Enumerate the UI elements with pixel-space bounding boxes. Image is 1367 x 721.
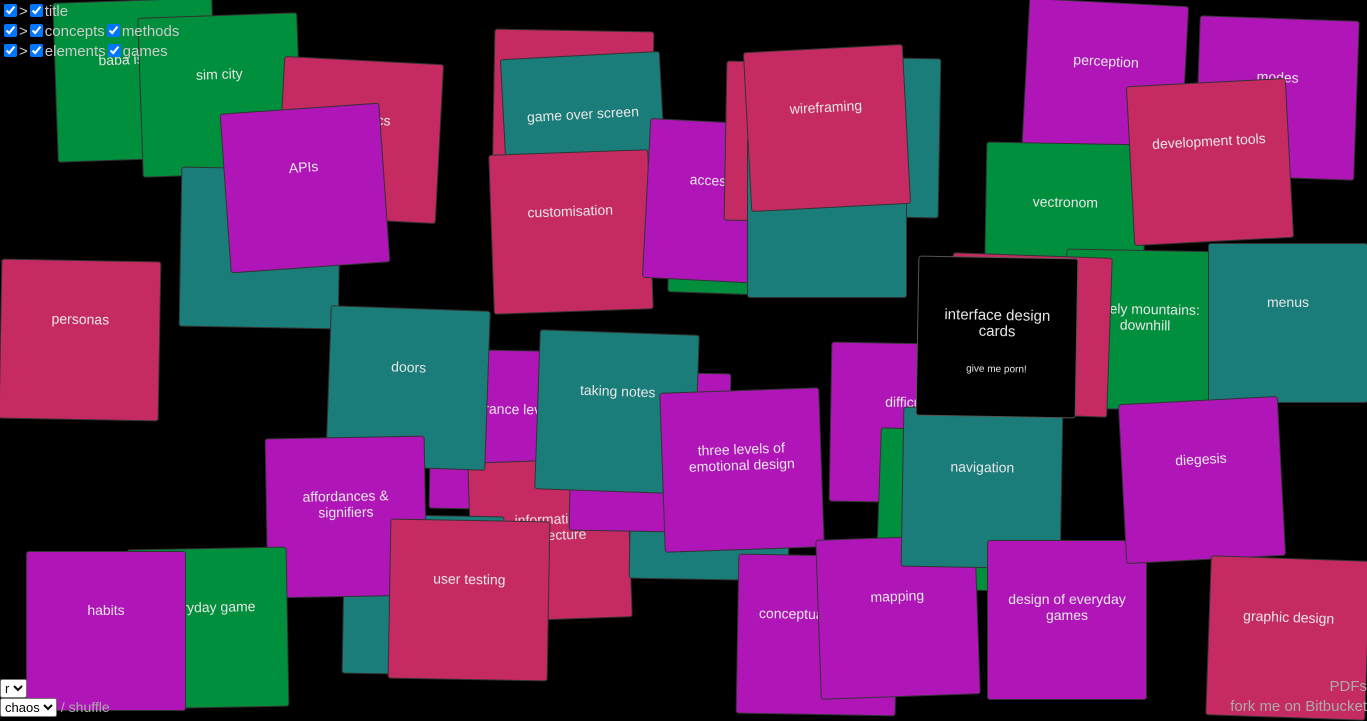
card[interactable]: personas xyxy=(0,258,162,422)
links: PDFs fork me on Bitbucket xyxy=(1230,677,1367,717)
card-text: doors xyxy=(390,358,427,376)
shuffle-link[interactable]: / shuffle xyxy=(60,699,110,715)
card-text: personas xyxy=(51,310,110,328)
checkbox[interactable] xyxy=(4,4,17,17)
card-text: interface design cards xyxy=(944,306,1051,341)
filter-label: methods xyxy=(121,23,180,40)
card-subtitle: give me porn! xyxy=(966,363,1027,376)
card[interactable]: APIs xyxy=(219,102,391,274)
card-text: graphic design xyxy=(1242,607,1335,627)
card-text: user testing xyxy=(433,570,506,588)
card[interactable]: three levels of emotional design xyxy=(659,387,825,553)
mode-select[interactable]: chaos xyxy=(0,698,57,717)
card[interactable]: diegesis xyxy=(1117,395,1287,565)
card-text: three levels of emotional design xyxy=(688,439,795,475)
filter-label: concepts xyxy=(44,23,105,40)
card-text: affordances & signifiers xyxy=(302,487,389,521)
card-text: game over screen xyxy=(526,103,640,125)
card-text: navigation xyxy=(950,458,1015,476)
filter-row: > concepts methods xyxy=(2,22,179,42)
filter-label: title xyxy=(44,3,69,20)
card[interactable]: habits xyxy=(26,551,186,711)
card-text: development tools xyxy=(1151,130,1267,152)
card-text: vectronom xyxy=(1032,193,1099,211)
card[interactable]: wireframing xyxy=(742,43,912,213)
card-text: perception xyxy=(1073,51,1140,71)
filter-label: games xyxy=(122,43,168,60)
card-text: APIs xyxy=(288,158,319,177)
sort-select[interactable]: r xyxy=(0,679,27,698)
checkbox[interactable] xyxy=(106,24,120,37)
card-text: wireframing xyxy=(789,97,863,117)
card[interactable]: customisation xyxy=(488,149,654,315)
controls: r chaos / shuffle xyxy=(0,679,110,717)
card[interactable]: design of everyday games xyxy=(987,540,1147,700)
checkbox[interactable] xyxy=(29,4,43,17)
card-text: mapping xyxy=(870,587,925,605)
mode-row: chaos / shuffle xyxy=(0,698,110,717)
card-text: menus xyxy=(1266,294,1310,310)
title-card[interactable]: interface design cards give me porn! xyxy=(915,255,1079,419)
checkbox[interactable] xyxy=(29,24,43,37)
card-text: habits xyxy=(87,602,125,618)
filter-row: > elements games xyxy=(2,42,179,62)
card[interactable]: user testing xyxy=(387,518,551,682)
filter-label: elements xyxy=(44,43,106,60)
card-text: sim city xyxy=(195,65,243,83)
checkbox[interactable] xyxy=(4,44,17,57)
card[interactable]: menus xyxy=(1208,243,1367,403)
filter-row: > title xyxy=(2,2,179,22)
link[interactable]: fork me on Bitbucket xyxy=(1230,698,1367,715)
checkbox[interactable] xyxy=(4,24,17,37)
card-text: diegesis xyxy=(1174,449,1227,469)
card[interactable]: development tools xyxy=(1125,77,1295,247)
card-text: design of everyday games xyxy=(1008,591,1126,623)
card-text: customisation xyxy=(527,201,614,221)
link[interactable]: PDFs xyxy=(1329,678,1367,695)
checkbox[interactable] xyxy=(29,44,43,57)
checkbox[interactable] xyxy=(107,44,121,57)
filters: > title > concepts methods > elements games xyxy=(2,2,179,62)
